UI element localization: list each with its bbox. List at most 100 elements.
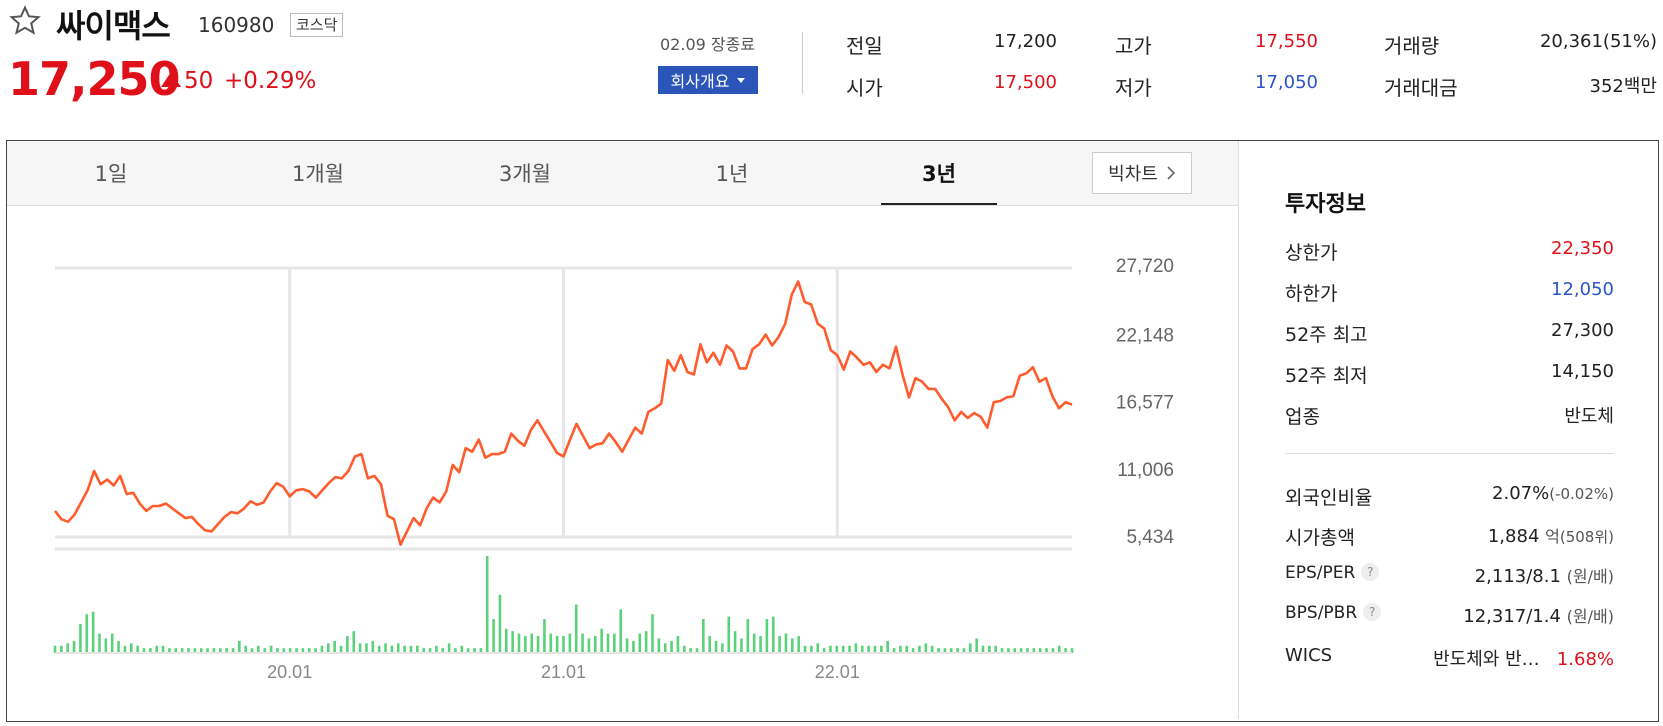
volume-bar	[1032, 648, 1036, 653]
volume-bar	[905, 645, 909, 653]
volume-bar	[854, 643, 858, 653]
volume-bar	[574, 604, 578, 653]
volume-bar	[117, 640, 120, 653]
foreign-ratio-number: 2.07%	[1492, 483, 1550, 504]
sector-value[interactable]: 반도체	[1564, 406, 1614, 427]
volume-bar	[447, 643, 451, 653]
help-icon[interactable]: ?	[1363, 603, 1382, 621]
big-chart-button[interactable]: 빅차트	[1092, 152, 1192, 194]
volume-bar	[155, 645, 158, 653]
volume-bar	[199, 648, 203, 653]
quote-label-trade-amount: 거래대금	[1384, 76, 1458, 100]
market-badge: 코스닥	[290, 13, 344, 37]
volume-bar	[924, 643, 928, 653]
active-tab-indicator	[881, 203, 997, 205]
volume-bar	[371, 640, 375, 653]
quote-value-high: 17,550	[1255, 31, 1318, 52]
eps-per-number: 2,113/8.1	[1474, 566, 1561, 587]
volume-bar	[543, 619, 546, 653]
volume-bar	[918, 645, 921, 653]
quote-label-volume: 거래량	[1384, 34, 1440, 58]
volume-bar	[193, 648, 197, 653]
volume-bar	[657, 638, 661, 653]
volume-bar	[797, 636, 800, 653]
volume-bar	[562, 636, 565, 653]
side-divider	[1285, 453, 1614, 454]
volume-bar	[835, 645, 839, 653]
tab-3year[interactable]: 3년	[922, 162, 956, 186]
volume-bar	[473, 648, 476, 653]
tab-1month[interactable]: 1개월	[291, 162, 344, 186]
volume-bar	[66, 643, 70, 653]
volume-bar	[937, 648, 940, 653]
volume-bar	[600, 628, 603, 653]
volume-bar	[314, 648, 317, 653]
volume-bar	[791, 638, 794, 653]
volume-bar	[346, 636, 349, 653]
period-tab-bar	[7, 141, 1238, 206]
upper-limit-value: 22,350	[1551, 238, 1614, 259]
volume-bar	[746, 619, 750, 653]
volume-bar	[867, 645, 870, 653]
volume-bar	[536, 636, 540, 653]
divider	[802, 32, 803, 94]
volume-bar	[504, 628, 508, 653]
volume-bar	[206, 648, 209, 653]
volume-bar	[810, 645, 813, 653]
quote-label-low: 저가	[1115, 76, 1152, 100]
bps-pbr-unit: (원/배)	[1566, 607, 1614, 626]
wics-sector[interactable]: 반도체와 반…	[1433, 649, 1540, 670]
volume-bar	[301, 648, 305, 653]
volume-bar	[803, 645, 807, 653]
volume-bar	[663, 643, 667, 653]
volume-bar	[969, 643, 972, 653]
y-tick-label: 16,577	[1116, 393, 1174, 414]
tab-1year[interactable]: 1년	[715, 162, 749, 186]
tab-3month[interactable]: 3개월	[498, 162, 551, 186]
volume-bar	[320, 645, 324, 653]
volume-bar	[1070, 648, 1074, 653]
volume-bar	[606, 633, 610, 653]
volume-bar	[702, 619, 705, 653]
chevron-right-icon	[1167, 166, 1175, 180]
volume-bar	[218, 648, 222, 653]
volume-bar	[689, 648, 692, 653]
volume-bar	[60, 645, 63, 653]
favorite-star-icon[interactable]	[8, 4, 42, 38]
x-tick-label: 21.01	[541, 662, 586, 682]
volume-bar	[943, 648, 947, 653]
volume-bar	[771, 616, 775, 653]
volume-bar	[149, 648, 152, 653]
volume-bar	[765, 619, 769, 653]
lower-limit-value: 12,050	[1551, 279, 1614, 300]
market-cap-rank: (508위)	[1559, 528, 1614, 546]
volume-bar	[168, 648, 171, 653]
volume-bar	[269, 645, 273, 653]
volume-bar	[161, 645, 165, 653]
volume-bar	[1019, 648, 1023, 653]
company-overview-button[interactable]: 회사개요	[658, 66, 758, 94]
volume-bar	[307, 648, 311, 653]
volume-bar	[263, 648, 267, 653]
volume-bar	[231, 648, 235, 653]
volume-bar	[1064, 648, 1067, 653]
volume-bar	[899, 645, 902, 653]
price-change-pct: +0.29%	[224, 68, 317, 94]
quote-value-trade-amount: 352백만	[1589, 76, 1657, 97]
volume-bar	[511, 631, 514, 653]
volume-bar	[358, 643, 362, 653]
volume-bar	[962, 648, 966, 653]
market-cap-unit: 억	[1545, 527, 1560, 546]
volume-bar	[352, 631, 356, 653]
volume-bar	[142, 648, 146, 653]
y-tick-label: 5,434	[1126, 527, 1174, 548]
foreign-ratio-label: 외국인비율	[1285, 487, 1373, 509]
tab-1day[interactable]: 1일	[94, 162, 128, 186]
help-icon[interactable]: ?	[1361, 563, 1380, 581]
volume-bar	[778, 636, 781, 653]
quote-value-prev-close: 17,200	[994, 31, 1057, 52]
eps-per-label: EPS/PER?	[1285, 563, 1380, 583]
volume-bar	[498, 594, 502, 653]
company-overview-label: 회사개요	[670, 72, 730, 91]
volume-bar	[91, 611, 95, 653]
